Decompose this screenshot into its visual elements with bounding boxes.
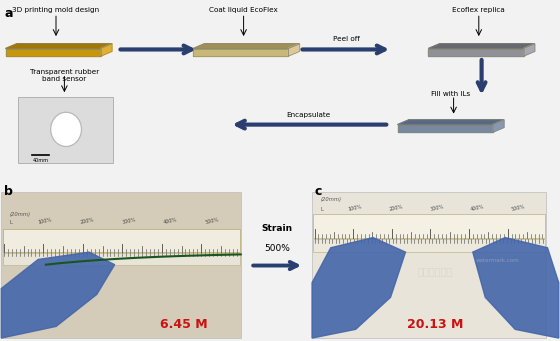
Text: a: a xyxy=(4,7,13,20)
Polygon shape xyxy=(288,44,300,56)
FancyBboxPatch shape xyxy=(3,229,240,252)
Polygon shape xyxy=(493,120,504,132)
FancyBboxPatch shape xyxy=(18,97,113,163)
Polygon shape xyxy=(6,48,101,56)
Text: Encapsulate: Encapsulate xyxy=(286,112,330,118)
Polygon shape xyxy=(193,48,288,56)
Text: L: L xyxy=(320,207,324,212)
Text: 3D printing mold design: 3D printing mold design xyxy=(12,7,100,13)
FancyBboxPatch shape xyxy=(313,214,545,238)
Text: L: L xyxy=(10,220,13,225)
Text: 500%: 500% xyxy=(511,205,526,212)
Text: 200%: 200% xyxy=(389,205,403,212)
Text: Ecoflex replica: Ecoflex replica xyxy=(452,7,505,13)
Polygon shape xyxy=(428,44,535,48)
Ellipse shape xyxy=(50,112,82,147)
Text: 500%: 500% xyxy=(205,218,220,225)
Polygon shape xyxy=(101,44,112,56)
Polygon shape xyxy=(6,44,112,48)
FancyBboxPatch shape xyxy=(1,192,241,338)
Text: Coat liquid EcoFlex: Coat liquid EcoFlex xyxy=(209,7,278,13)
Text: Transparent rubber
band sensor: Transparent rubber band sensor xyxy=(30,69,99,82)
Text: 300%: 300% xyxy=(430,205,444,212)
FancyBboxPatch shape xyxy=(313,239,545,252)
Text: (20mm): (20mm) xyxy=(320,197,341,202)
Polygon shape xyxy=(398,120,504,124)
Polygon shape xyxy=(193,44,300,48)
Text: 200%: 200% xyxy=(80,218,95,225)
Text: 40mm: 40mm xyxy=(33,158,49,163)
Text: 400%: 400% xyxy=(163,218,178,225)
Polygon shape xyxy=(473,238,559,338)
Text: c: c xyxy=(315,185,322,198)
Text: watermark.com: watermark.com xyxy=(476,258,520,263)
Text: (20mm): (20mm) xyxy=(10,212,31,217)
Text: 100%: 100% xyxy=(348,205,363,212)
Polygon shape xyxy=(1,252,115,338)
Text: Peel off: Peel off xyxy=(333,36,360,42)
Text: 20.13 M: 20.13 M xyxy=(407,318,464,331)
Text: Strain: Strain xyxy=(262,223,293,233)
Text: 400%: 400% xyxy=(470,205,485,212)
Text: 300%: 300% xyxy=(122,218,136,225)
FancyBboxPatch shape xyxy=(312,192,547,338)
Text: b: b xyxy=(4,185,13,198)
Text: 可才爱百图网: 可才爱百图网 xyxy=(418,266,453,276)
Polygon shape xyxy=(524,44,535,56)
Text: 500%: 500% xyxy=(264,244,290,253)
Polygon shape xyxy=(398,124,493,132)
Text: 100%: 100% xyxy=(38,218,53,225)
Text: 6.45 M: 6.45 M xyxy=(160,318,207,331)
Polygon shape xyxy=(312,238,405,338)
Polygon shape xyxy=(428,48,524,56)
Text: Fill with ILs: Fill with ILs xyxy=(431,91,470,97)
FancyBboxPatch shape xyxy=(3,253,240,265)
